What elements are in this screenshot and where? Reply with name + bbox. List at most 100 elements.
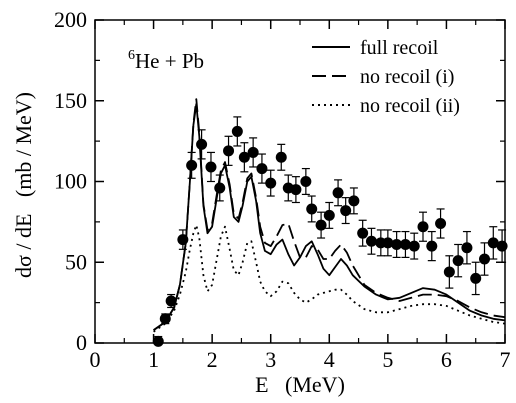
data-marker <box>399 238 411 250</box>
legend: full recoil no recoil (i) no recoil (ii) <box>312 37 460 117</box>
x-tick-label: 5 <box>382 347 393 372</box>
data-point <box>177 229 189 250</box>
data-marker <box>382 237 394 249</box>
data-point <box>315 211 327 239</box>
data-point <box>496 229 508 263</box>
data-marker <box>196 138 208 150</box>
data-marker <box>275 151 287 163</box>
data-point <box>435 208 447 239</box>
series-layer <box>153 98 506 333</box>
data-point <box>323 201 335 229</box>
data-point <box>399 230 411 259</box>
data-marker <box>391 238 403 250</box>
x-tick-label: 7 <box>500 347 511 372</box>
data-marker <box>231 125 243 137</box>
data-point <box>408 232 420 260</box>
legend-label-no-recoil-ii: no recoil (ii) <box>360 95 460 117</box>
data-marker <box>426 240 438 252</box>
data-marker <box>265 177 277 189</box>
data-marker <box>496 240 508 252</box>
data-point <box>256 153 268 184</box>
y-tick-labels: 0 50 100 150 200 <box>54 7 87 355</box>
data-marker <box>435 217 447 229</box>
y-tick-label: 150 <box>54 88 87 113</box>
data-point <box>152 335 164 347</box>
data-marker <box>186 159 198 171</box>
data-point <box>231 116 243 147</box>
data-point <box>461 230 473 265</box>
data-point <box>275 143 287 171</box>
data-point <box>300 167 312 196</box>
data-marker <box>315 219 327 231</box>
data-marker <box>323 209 335 221</box>
data-point <box>306 195 318 223</box>
data-point <box>487 226 499 260</box>
x-tick-label: 1 <box>148 347 159 372</box>
data-marker <box>205 161 217 173</box>
y-tick-label: 0 <box>76 330 87 355</box>
data-marker <box>479 253 490 265</box>
data-point <box>223 135 235 166</box>
data-marker <box>417 221 429 233</box>
annotation-superscript: 6 <box>128 48 135 63</box>
data-point <box>332 179 344 207</box>
data-marker <box>290 184 302 196</box>
data-point <box>290 176 302 204</box>
data-point <box>159 313 171 325</box>
series-line-no-recoil-i <box>153 98 506 331</box>
legend-label-no-recoil-i: no recoil (i) <box>360 66 454 88</box>
data-point <box>470 261 482 296</box>
data-point <box>196 129 208 160</box>
data-marker <box>408 240 420 252</box>
data-point <box>214 174 226 202</box>
x-tick-label: 0 <box>90 347 101 372</box>
x-tick-label: 6 <box>441 347 452 372</box>
data-marker <box>348 195 360 207</box>
data-marker <box>340 205 352 217</box>
data-marker <box>152 335 164 347</box>
x-tick-label: 2 <box>207 347 218 372</box>
data-marker <box>452 255 464 267</box>
data-point <box>165 293 177 309</box>
x-axis-label: E (MeV) <box>255 372 345 397</box>
data-marker <box>487 237 499 249</box>
data-marker <box>365 235 377 247</box>
plot-area <box>94 19 508 347</box>
data-marker <box>332 187 344 199</box>
data-marker <box>165 295 177 307</box>
data-point <box>348 187 360 215</box>
data-marker <box>443 266 455 278</box>
data-marker <box>300 176 312 187</box>
legend-item-no-recoil-i: no recoil (i) <box>312 66 454 88</box>
data-point <box>426 230 438 262</box>
data-points-layer <box>152 116 508 347</box>
data-point <box>479 242 490 276</box>
series-line-no-recoil-ii <box>153 224 506 333</box>
data-marker <box>177 234 189 246</box>
data-marker <box>470 272 482 284</box>
data-marker <box>238 151 250 163</box>
legend-item-no-recoil-ii: no recoil (ii) <box>312 95 460 117</box>
data-point <box>391 230 403 259</box>
y-tick-label: 100 <box>54 169 87 194</box>
data-point <box>205 151 217 183</box>
reaction-annotation: 6He + Pb <box>128 48 204 73</box>
data-point <box>382 229 394 257</box>
legend-label-full-recoil: full recoil <box>360 37 439 59</box>
y-axis-label: dσ / dE (mb / MeV) <box>11 92 36 278</box>
data-point <box>247 137 259 168</box>
legend-item-full-recoil: full recoil <box>312 37 439 59</box>
y-tick-label: 200 <box>54 7 87 32</box>
data-point <box>417 211 429 242</box>
data-marker <box>223 145 235 157</box>
data-point <box>443 255 455 289</box>
x-tick-labels: 0 1 2 3 4 5 6 7 <box>90 347 511 372</box>
x-tick-label: 4 <box>324 347 335 372</box>
data-marker <box>306 203 318 215</box>
data-marker <box>247 146 259 158</box>
data-marker <box>256 163 268 175</box>
data-marker <box>159 313 171 325</box>
data-point <box>238 142 250 173</box>
data-point <box>340 197 352 225</box>
